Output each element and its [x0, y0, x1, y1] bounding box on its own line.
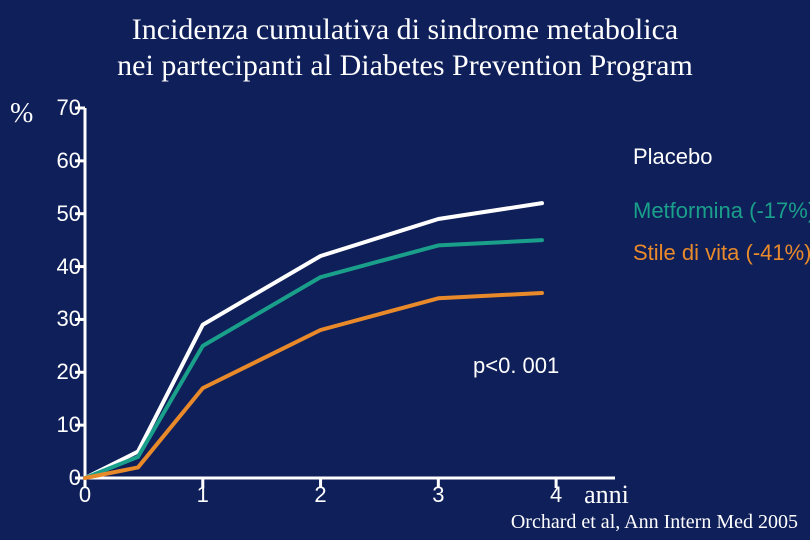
y-tick-label: 70: [41, 95, 81, 121]
citation: Orchard et al, Ann Intern Med 2005: [511, 511, 798, 534]
y-tick-label: 10: [41, 412, 81, 438]
x-tick-label: 3: [432, 482, 444, 508]
x-axis-title: anni: [584, 480, 629, 510]
x-tick-label: 1: [197, 482, 209, 508]
series-line-stiledivita: [85, 293, 542, 478]
y-tick-label: 0: [41, 465, 81, 491]
y-tick-label: 60: [41, 148, 81, 174]
title-line1: Incidenza cumulativa di sindrome metabol…: [132, 13, 678, 46]
x-tick-label: 2: [314, 482, 326, 508]
legend-placebo: Placebo: [633, 144, 713, 170]
x-tick-label: 4: [550, 482, 562, 508]
chart-svg: [85, 108, 615, 478]
slide-title: Incidenza cumulativa di sindrome metabol…: [0, 12, 810, 84]
y-tick-label: 50: [41, 201, 81, 227]
legend-metformina: Metformina (-17%): [633, 198, 810, 224]
slide-root: Incidenza cumulativa di sindrome metabol…: [0, 0, 810, 540]
x-tick-label: 0: [79, 482, 91, 508]
legend-stile-di-vita: Stile di vita (-41%): [633, 240, 810, 266]
y-tick-label: 20: [41, 359, 81, 385]
y-axis-label: %: [10, 98, 33, 130]
y-tick-label: 30: [41, 306, 81, 332]
chart-area: Placebo Metformina (-17%) Stile di vita …: [85, 108, 615, 478]
title-line2: nei partecipanti al Diabetes Prevention …: [117, 49, 693, 82]
y-tick-label: 40: [41, 254, 81, 280]
p-value: p<0. 001: [473, 353, 559, 379]
